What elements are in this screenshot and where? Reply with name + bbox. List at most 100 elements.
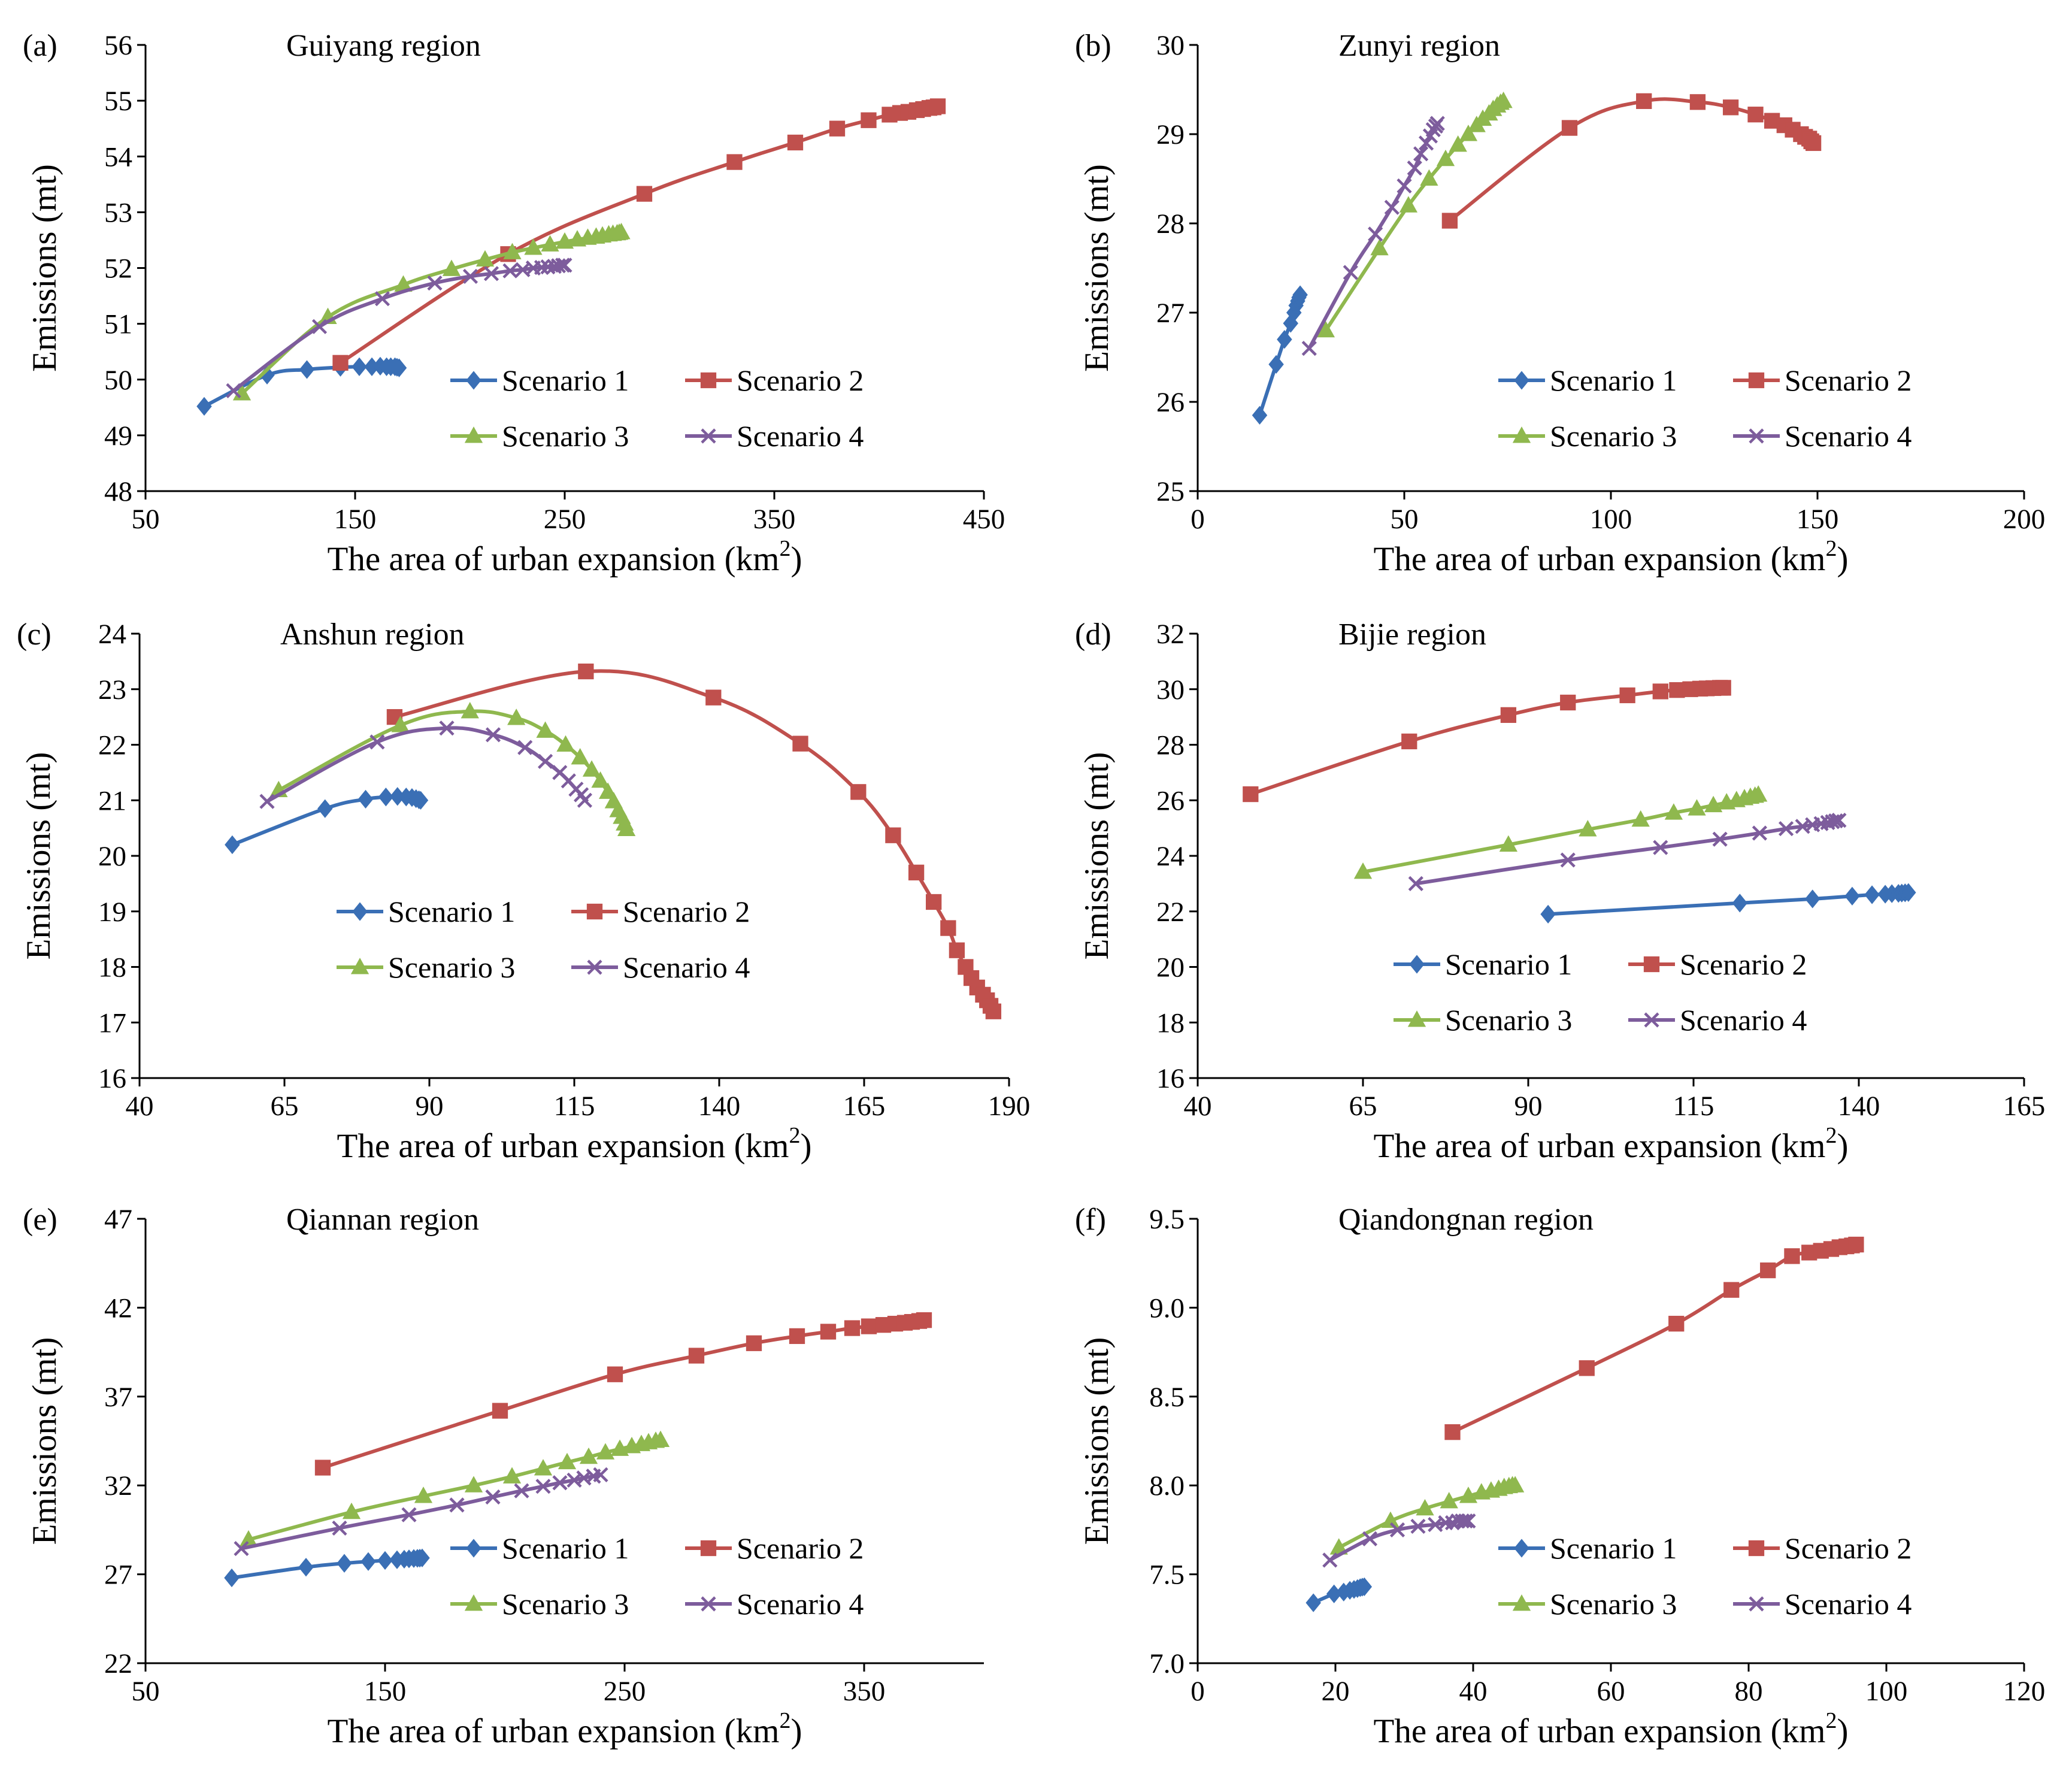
data-point <box>1653 840 1668 855</box>
data-point <box>1664 803 1683 820</box>
y-tick-label: 28 <box>1156 730 1185 761</box>
legend-marker <box>701 1596 716 1612</box>
legend-marker <box>466 371 481 390</box>
legend-marker <box>352 902 368 921</box>
series-line <box>265 726 587 804</box>
legend: Scenario 1 Scenario 2 Scenario 3 Scenario 4 <box>450 364 864 453</box>
legend-item-1: Scenario 1 <box>1498 364 1677 397</box>
legend-item-2: Scenario 2 <box>1733 1531 1912 1565</box>
series-4 <box>1301 116 1445 356</box>
legend-item-2: Scenario 2 <box>685 1531 864 1565</box>
data-point <box>705 689 722 706</box>
data-point <box>651 1430 670 1448</box>
data-point <box>1715 680 1731 696</box>
panel-5: 22 27 32 37 42 47 50 150 250 350 (e) Qiannan region… <box>23 1203 984 1750</box>
data-point <box>485 727 501 743</box>
data-point <box>612 223 631 240</box>
x-axis-label-main: The area of urban expansion (km <box>328 540 780 578</box>
legend-label: Scenario 4 <box>737 419 864 453</box>
data-point <box>475 250 495 267</box>
legend-item-1: Scenario 1 <box>1498 1531 1677 1565</box>
data-point <box>1732 894 1748 913</box>
legend-label: Scenario 3 <box>1550 419 1677 453</box>
y-tick-label: 7.0 <box>1149 1648 1185 1679</box>
series-3 <box>1316 91 1513 338</box>
legend-item-2: Scenario 2 <box>1733 364 1912 397</box>
data-point <box>1389 1522 1405 1537</box>
x-axis-label: The area of urban expansion (km2) <box>1374 1708 1849 1750</box>
data-point <box>1828 813 1843 829</box>
data-point <box>1631 810 1650 827</box>
legend-label: Scenario 1 <box>502 1531 629 1565</box>
data-point <box>1669 682 1685 698</box>
legend-marker <box>350 958 369 974</box>
data-point <box>1408 876 1423 891</box>
legend-label: Scenario 4 <box>623 950 750 984</box>
data-point <box>1459 125 1478 141</box>
x-tick-label: 50 <box>132 1676 160 1707</box>
x-tick-label: 165 <box>843 1091 886 1122</box>
data-point <box>524 238 543 255</box>
y-axis-label: Emissions (mt) <box>26 164 63 372</box>
data-point <box>1560 852 1576 868</box>
legend-item-2: Scenario 2 <box>685 364 864 397</box>
data-point <box>377 1551 393 1570</box>
data-point <box>940 920 956 936</box>
y-tick-label: 18 <box>1156 1007 1185 1039</box>
data-point <box>557 258 572 273</box>
x-axis-label-sup: 2 <box>1825 1708 1837 1733</box>
data-point <box>688 1348 705 1364</box>
legend: Scenario 1 Scenario 2 Scenario 3 Scenario 4 <box>1498 1531 1912 1621</box>
legend-marker <box>1748 1540 1765 1557</box>
legend-item-4: Scenario 4 <box>685 1587 864 1621</box>
data-point <box>1560 694 1576 711</box>
data-point <box>1579 820 1597 837</box>
x-tick-label: 65 <box>1349 1091 1377 1122</box>
series-2 <box>386 663 1002 1019</box>
y-tick-label: 18 <box>98 952 126 983</box>
legend-label: Scenario 1 <box>1550 364 1677 397</box>
y-tick-label: 52 <box>104 253 132 284</box>
y-tick-label: 30 <box>1156 674 1185 706</box>
data-point <box>391 716 410 732</box>
series-2 <box>332 98 946 371</box>
y-tick-label: 26 <box>1156 387 1185 418</box>
y-tick-label: 50 <box>104 365 132 396</box>
data-point <box>427 276 443 291</box>
legend-marker <box>701 428 716 444</box>
region-title: Guiyang region <box>286 29 481 63</box>
data-point <box>1458 1513 1473 1529</box>
data-point <box>1362 1531 1378 1546</box>
x-tick-label: 90 <box>1514 1091 1543 1122</box>
legend-label: Scenario 1 <box>388 895 515 928</box>
series-line <box>247 1438 662 1542</box>
y-tick-label: 16 <box>1156 1063 1185 1094</box>
data-point <box>1301 341 1317 356</box>
x-tick-label: 450 <box>963 504 1005 535</box>
data-point <box>1901 883 1916 902</box>
x-axis-label: The area of urban expansion (km2) <box>328 536 802 578</box>
data-point <box>885 827 901 843</box>
data-point <box>1805 135 1822 152</box>
x-tick-label: 80 <box>1735 1676 1763 1707</box>
y-tick-label: 9.5 <box>1149 1204 1185 1235</box>
data-point <box>1268 355 1284 374</box>
series-4 <box>259 720 593 809</box>
y-tick-label: 22 <box>1156 897 1185 928</box>
x-tick-label: 350 <box>843 1676 886 1707</box>
series-2 <box>1243 680 1731 803</box>
data-point <box>1292 285 1308 304</box>
legend-item-4: Scenario 4 <box>1733 419 1912 453</box>
data-point <box>462 268 478 284</box>
series-4 <box>1322 1513 1476 1568</box>
data-point <box>579 1447 598 1464</box>
legend-item-2: Scenario 2 <box>571 895 750 928</box>
panel-2: 25 26 27 28 29 30 0 50 100 150 200 (b) Zunyi region E… <box>1075 29 2045 578</box>
legend-item-3: Scenario 3 <box>1498 419 1677 453</box>
y-axis-label: Emissions (mt) <box>1078 1337 1116 1545</box>
x-tick-label: 140 <box>698 1091 741 1122</box>
data-point <box>332 1520 347 1536</box>
y-tick-label: 28 <box>1156 208 1185 240</box>
x-axis-label-end: ) <box>1837 540 1848 578</box>
